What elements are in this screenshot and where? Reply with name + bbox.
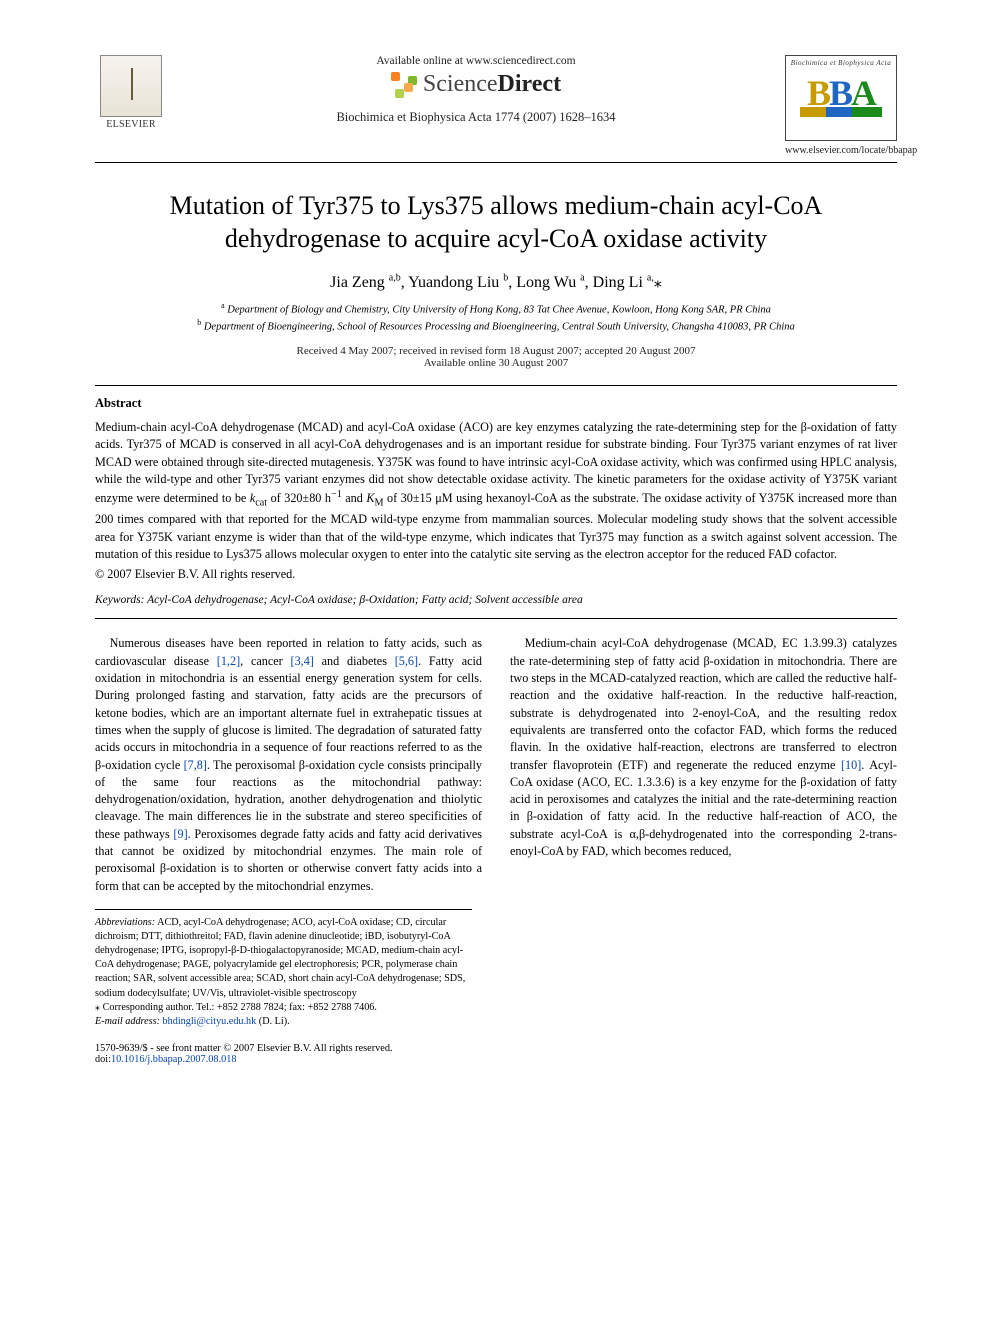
- bba-letter-b2: B: [829, 75, 851, 111]
- bba-bar-2: [826, 107, 852, 117]
- p1-seg-b: , cancer: [240, 654, 290, 668]
- cite-link-10[interactable]: [10]: [841, 758, 861, 772]
- journal-cover: Biochimica et Biophysica Acta B B A www.…: [785, 55, 897, 156]
- affil-a-text: Department of Biology and Chemistry, Cit…: [227, 304, 771, 315]
- email-line: E-mail address: bhdingli@cityu.edu.hk (D…: [95, 1015, 472, 1029]
- footnotes-block: Abbreviations: ACD, acyl-CoA dehydrogena…: [95, 909, 472, 1029]
- doi-line: doi:10.1016/j.bbapap.2007.08.018: [95, 1054, 393, 1065]
- available-online-line: Available online at www.sciencedirect.co…: [175, 55, 777, 67]
- article-body: Numerous diseases have been reported in …: [95, 635, 897, 895]
- p1-seg-c: and diabetes: [314, 654, 395, 668]
- email-tail: (D. Li).: [256, 1016, 289, 1027]
- page-footer: 1570-9639/$ - see front matter © 2007 El…: [95, 1043, 897, 1065]
- journal-reference: Biochimica et Biophysica Acta 1774 (2007…: [175, 110, 777, 125]
- bba-letter-b1: B: [807, 75, 829, 111]
- cite-link-5-6[interactable]: [5,6]: [395, 654, 418, 668]
- elsevier-tree-icon: [100, 55, 162, 117]
- affil-sup-a: a: [221, 301, 225, 310]
- affil-sup-b: b: [197, 318, 201, 327]
- doi-link[interactable]: 10.1016/j.bbapap.2007.08.018: [111, 1054, 237, 1065]
- abstract-top-rule: [95, 385, 897, 386]
- body-paragraph-2: Medium-chain acyl-CoA dehydrogenase (MCA…: [510, 635, 897, 860]
- elsevier-label: ELSEVIER: [106, 119, 156, 130]
- bba-letters: B B A: [786, 75, 896, 111]
- affil-b-text: Department of Bioengineering, School of …: [204, 322, 795, 333]
- sciencedirect-mark-icon: [391, 72, 417, 98]
- article-dates: Received 4 May 2007; received in revised…: [95, 345, 897, 369]
- cite-link-3-4[interactable]: [3,4]: [291, 654, 314, 668]
- elsevier-logo: ELSEVIER: [95, 55, 167, 130]
- doi-label: doi:: [95, 1054, 111, 1065]
- corresponding-author: ⁎ Corresponding author. Tel.: +852 2788 …: [95, 1001, 472, 1015]
- abbrev-label: Abbreviations:: [95, 917, 155, 928]
- author-list: Jia Zeng a,b, Yuandong Liu b, Long Wu a,…: [95, 272, 897, 292]
- dates-line-2: Available online 30 August 2007: [95, 357, 897, 369]
- cite-link-7-8[interactable]: [7,8]: [184, 758, 207, 772]
- sd-pre: Science: [423, 71, 498, 97]
- bba-cover-icon: Biochimica et Biophysica Acta B B A: [785, 55, 897, 141]
- abbrev-text: ACD, acyl-CoA dehydrogenase; ACO, acyl-C…: [95, 917, 465, 998]
- cite-link-9[interactable]: [9]: [173, 827, 187, 841]
- p2-seg-b: . Acyl-CoA oxidase (ACO, EC. 1.3.3.6) is…: [510, 758, 897, 859]
- email-label: E-mail address:: [95, 1016, 160, 1027]
- p1-seg-d: . Fatty acid oxidation in mitochondria i…: [95, 654, 482, 772]
- copyright-line: © 2007 Elsevier B.V. All rights reserved…: [95, 567, 897, 582]
- front-matter-line: 1570-9639/$ - see front matter © 2007 El…: [95, 1043, 393, 1054]
- abbreviations-line: Abbreviations: ACD, acyl-CoA dehydrogena…: [95, 916, 472, 1000]
- sd-sq-1: [391, 72, 400, 81]
- article-title: Mutation of Tyr375 to Lys375 allows medi…: [125, 189, 867, 256]
- header-rule: [95, 162, 897, 163]
- body-paragraph-1: Numerous diseases have been reported in …: [95, 635, 482, 895]
- bba-bar-3: [852, 107, 882, 117]
- affiliation-a: a Department of Biology and Chemistry, C…: [95, 300, 897, 318]
- bba-bar-1: [800, 107, 826, 117]
- page-header: ELSEVIER Available online at www.science…: [95, 55, 897, 156]
- p2-seg-a: Medium-chain acyl-CoA dehydrogenase (MCA…: [510, 636, 897, 771]
- sd-post: Direct: [498, 71, 562, 97]
- sciencedirect-logo: ScienceDirect: [391, 71, 561, 98]
- sd-sq-4: [404, 83, 413, 92]
- dates-line-1: Received 4 May 2007; received in revised…: [95, 345, 897, 357]
- cite-link-1-2[interactable]: [1,2]: [217, 654, 240, 668]
- journal-url: www.elsevier.com/locate/bbapap: [785, 145, 897, 156]
- sciencedirect-wordmark: ScienceDirect: [423, 71, 561, 98]
- header-center: Available online at www.sciencedirect.co…: [167, 55, 785, 125]
- bba-letter-a: A: [851, 75, 875, 111]
- bba-cover-title: Biochimica et Biophysica Acta: [786, 56, 896, 67]
- abstract-heading: Abstract: [95, 396, 897, 411]
- bba-bars: [786, 107, 896, 117]
- keywords-label: Keywords:: [95, 594, 144, 606]
- footer-left: 1570-9639/$ - see front matter © 2007 El…: [95, 1043, 393, 1065]
- corresponding-email-link[interactable]: bhdingli@cityu.edu.hk: [163, 1016, 257, 1027]
- keywords-text: Acyl-CoA dehydrogenase; Acyl-CoA oxidase…: [147, 594, 583, 606]
- keywords-line: Keywords: Acyl-CoA dehydrogenase; Acyl-C…: [95, 594, 897, 606]
- affiliation-b: b Department of Bioengineering, School o…: [95, 317, 897, 335]
- abstract-text: Medium-chain acyl-CoA dehydrogenase (MCA…: [95, 419, 897, 563]
- abstract-bottom-rule: [95, 618, 897, 619]
- sd-sq-3: [395, 89, 404, 98]
